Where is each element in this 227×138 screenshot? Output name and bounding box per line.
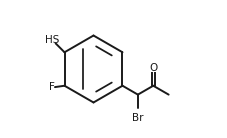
Text: F: F (49, 82, 55, 92)
Text: Br: Br (131, 113, 143, 123)
Text: O: O (148, 63, 157, 73)
Text: HS: HS (45, 35, 59, 45)
